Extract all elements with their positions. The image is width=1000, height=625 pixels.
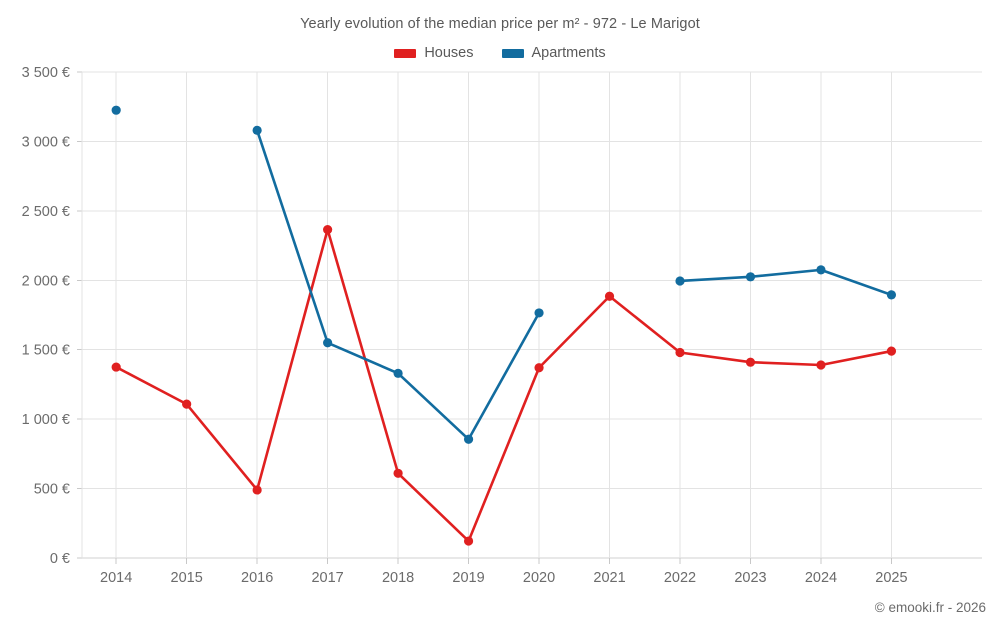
data-point-apartments[interactable]: [816, 265, 826, 275]
data-point-houses[interactable]: [393, 468, 403, 478]
data-point-houses[interactable]: [604, 291, 615, 301]
x-axis-tick-labels: 2014 2015 2016 2017 2018 2019 2020 2021 2022 2023…: [100, 570, 908, 586]
data-point-houses[interactable]: [182, 399, 192, 409]
data-point-houses[interactable]: [323, 225, 333, 235]
data-point-apartments[interactable]: [675, 276, 685, 286]
data-point-houses[interactable]: [463, 536, 474, 546]
data-point-apartments[interactable]: [252, 125, 262, 135]
x-axis-tick-label: 2016: [241, 570, 273, 586]
legend-item-houses[interactable]: Houses: [394, 45, 474, 61]
x-axis-tick-label: 2014: [100, 570, 132, 586]
data-point-houses[interactable]: [745, 357, 756, 367]
x-axis-tick-label: 2025: [875, 570, 907, 586]
series-line-houses: [114, 228, 893, 543]
legend-swatch-apartments-icon: [501, 48, 524, 58]
data-point-apartments[interactable]: [323, 338, 333, 348]
series-line-apartments: [678, 268, 893, 297]
data-point-houses[interactable]: [886, 346, 897, 356]
legend-swatch-houses-icon: [394, 48, 417, 58]
chart-legend: Houses Apartments: [0, 45, 1000, 61]
footer-credit: © emooki.fr - 2026: [874, 600, 986, 615]
data-point-apartments[interactable]: [463, 434, 474, 444]
data-point-apartments[interactable]: [534, 308, 544, 318]
x-axis-tick-label: 2023: [734, 570, 766, 586]
data-point-houses[interactable]: [675, 347, 685, 358]
data-point-apartments[interactable]: [393, 368, 403, 378]
data-point-houses[interactable]: [534, 363, 544, 373]
y-axis-tick-label: 0 €: [50, 551, 70, 567]
y-axis-tick-label: 500 €: [34, 482, 70, 498]
y-axis-tick-label: 3 500 €: [22, 65, 70, 81]
y-axis-tick-label: 1 000 €: [22, 412, 70, 428]
data-point-apartments[interactable]: [111, 105, 121, 115]
data-point-houses[interactable]: [816, 360, 826, 370]
x-axis-tick-label: 2020: [523, 570, 555, 586]
data-point-apartments[interactable]: [886, 290, 897, 300]
legend-item-apartments[interactable]: Apartments: [501, 45, 606, 61]
x-axis-tick-label: 2018: [382, 570, 414, 586]
x-axis-tick-label: 2021: [593, 570, 625, 586]
x-axis-tick-label: 2024: [805, 570, 837, 586]
chart-title: Yearly evolution of the median price per…: [300, 16, 700, 32]
data-point-houses[interactable]: [252, 485, 262, 495]
y-axis-tick-label: 2 000 €: [22, 273, 70, 289]
x-axis-tick-label: 2017: [311, 570, 343, 586]
x-axis-tick-label: 2019: [452, 570, 484, 586]
x-axis-tick-label: 2022: [664, 570, 696, 586]
chart-series-layer: [111, 105, 897, 546]
y-axis-tick-label: 3 000 €: [22, 134, 70, 150]
data-point-apartments[interactable]: [745, 272, 756, 282]
data-point-houses[interactable]: [111, 362, 121, 372]
legend-label-houses: Houses: [424, 45, 474, 61]
legend-label-apartments: Apartments: [531, 45, 606, 61]
x-axis-tick-label: 2015: [171, 570, 203, 586]
y-axis-tick-label: 2 500 €: [22, 204, 70, 220]
y-axis-tick-label: 1 500 €: [22, 343, 70, 359]
chart-gridlines: [77, 71, 982, 564]
y-axis-tick-labels: 0 € 500 € 1 000 € 1 500 € 2 000 € 2 500 € 3 00…: [22, 65, 70, 567]
